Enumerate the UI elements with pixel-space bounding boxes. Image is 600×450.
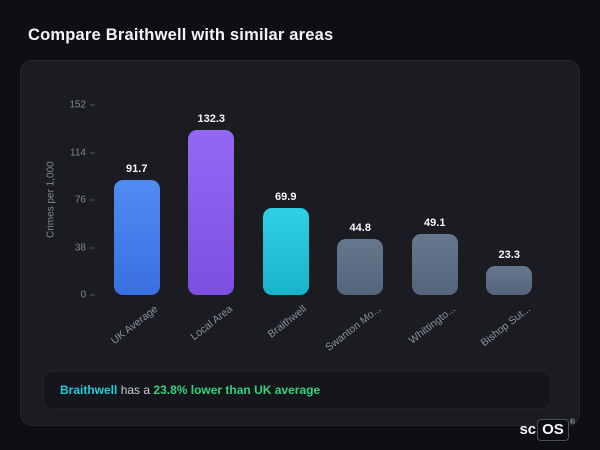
bar-value-label: 23.3 [498,248,520,261]
bar-slot: 91.7 [107,105,167,295]
x-axis-label: Braithwell [265,303,310,341]
bar-whittingto[interactable] [411,233,458,295]
x-label-cell: Braithwell [256,295,316,353]
bar-slot: 69.9 [256,105,316,295]
bar-uk-average[interactable] [113,180,160,295]
insight-banner: Braithwell has a 23.8% lower than UK ave… [43,371,551,409]
x-axis-label: Bishop Sut... [478,303,533,350]
y-tick-label: 76 [75,195,95,206]
bar-value-label: 69.9 [275,190,297,203]
x-axis-label: Swanton Mo... [323,303,384,354]
x-axis-label: Whittingto... [407,303,459,347]
plot-area: 91.7 132.3 69.9 44.8 49.1 23.3 [95,105,551,295]
plot-column: 91.7 132.3 69.9 44.8 49.1 23.3 UK Average Loca… [95,105,551,354]
x-axis-label: Local Area [188,303,235,344]
insight-stat: 23.8% lower than UK average [153,383,321,397]
chart-card: Crimes per 1,000 0 38 76 114 152 91.7 132.3 69… [20,60,580,426]
y-axis-ticks: 0 38 76 114 152 [59,100,95,301]
bar-slot: 132.3 [182,105,242,295]
y-tick-label: 114 [70,147,95,158]
bar-value-label: 91.7 [126,163,148,176]
bar-local-area[interactable] [188,129,235,295]
y-axis-title: Crimes per 1,000 [45,161,57,239]
insight-area-name: Braithwell [60,383,118,397]
x-label-cell: Bishop Sut... [478,295,540,353]
bar-swanton-mo[interactable] [337,239,384,295]
y-tick-label: 152 [69,100,95,111]
bar-bishop-sut[interactable] [486,265,533,295]
bar-value-label: 49.1 [424,216,446,229]
y-tick-label: 38 [75,242,95,253]
registered-mark-icon: ® [569,419,575,426]
bar-value-label: 44.8 [349,222,371,234]
bar-slot: 44.8 [331,105,391,295]
insight-text: has a [117,383,154,397]
x-label-cell: Local Area [182,295,242,353]
bar-slot: 23.3 [480,105,540,295]
x-label-cell: Whittingto... [405,295,465,353]
x-label-cell: Swanton Mo... [323,295,391,354]
x-axis-label: UK Average [108,303,161,347]
y-tick-label: 0 [80,290,95,301]
bar-braithwell[interactable] [262,207,309,295]
scos-logo: sc OS ® [519,419,575,441]
x-labels: UK Average Local Area Braithwell Swanton Mo… [95,295,551,354]
bar-value-label: 132.3 [197,112,226,125]
scos-logo-prefix: sc [519,421,537,438]
bar-chart: Crimes per 1,000 0 38 76 114 152 91.7 132.3 69… [43,100,551,354]
bar-slot: 49.1 [405,105,465,295]
x-label-cell: UK Average [107,295,167,353]
scos-logo-box: OS [537,419,569,441]
page-title: Compare Braithwell with similar areas [28,26,334,44]
